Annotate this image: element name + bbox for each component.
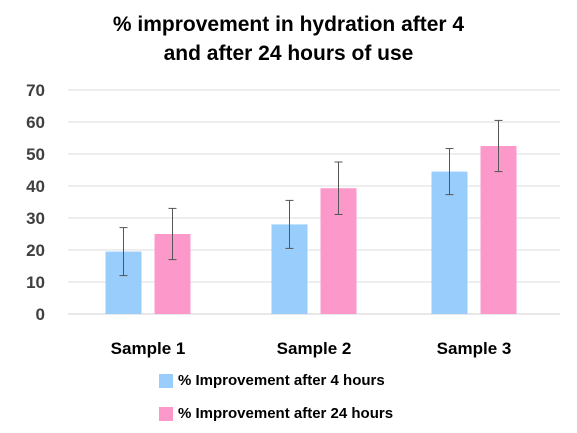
y-tick-label: 70 [26,81,45,100]
y-tick-label: 60 [26,113,45,132]
chart-title-line-1: % improvement in hydration after 4 [112,13,465,36]
x-tick-label: Sample 1 [111,339,186,358]
bar-24h-sample-3 [480,146,517,314]
chart-title-line-2: and after 24 hours of use [163,42,414,65]
y-tick-label: 20 [26,241,45,260]
y-tick-label: 0 [36,305,45,324]
y-tick-label: 10 [26,273,45,292]
legend-label-4-hours: % Improvement after 4 hours [178,372,385,389]
y-tick-label: 30 [26,209,45,228]
legend-label-24-hours: % Improvement after 24 hours [178,405,394,422]
y-tick-label: 40 [26,177,45,196]
x-tick-label: Sample 3 [437,339,512,358]
chart-title: % improvement in hydration after 4 and a… [0,10,577,68]
bar-4h-sample-3 [431,171,468,314]
y-tick-label: 50 [26,145,45,164]
legend-swatch-24-hours [159,407,173,421]
legend-swatch-4-hours [159,374,173,388]
x-tick-label: Sample 2 [277,339,352,358]
